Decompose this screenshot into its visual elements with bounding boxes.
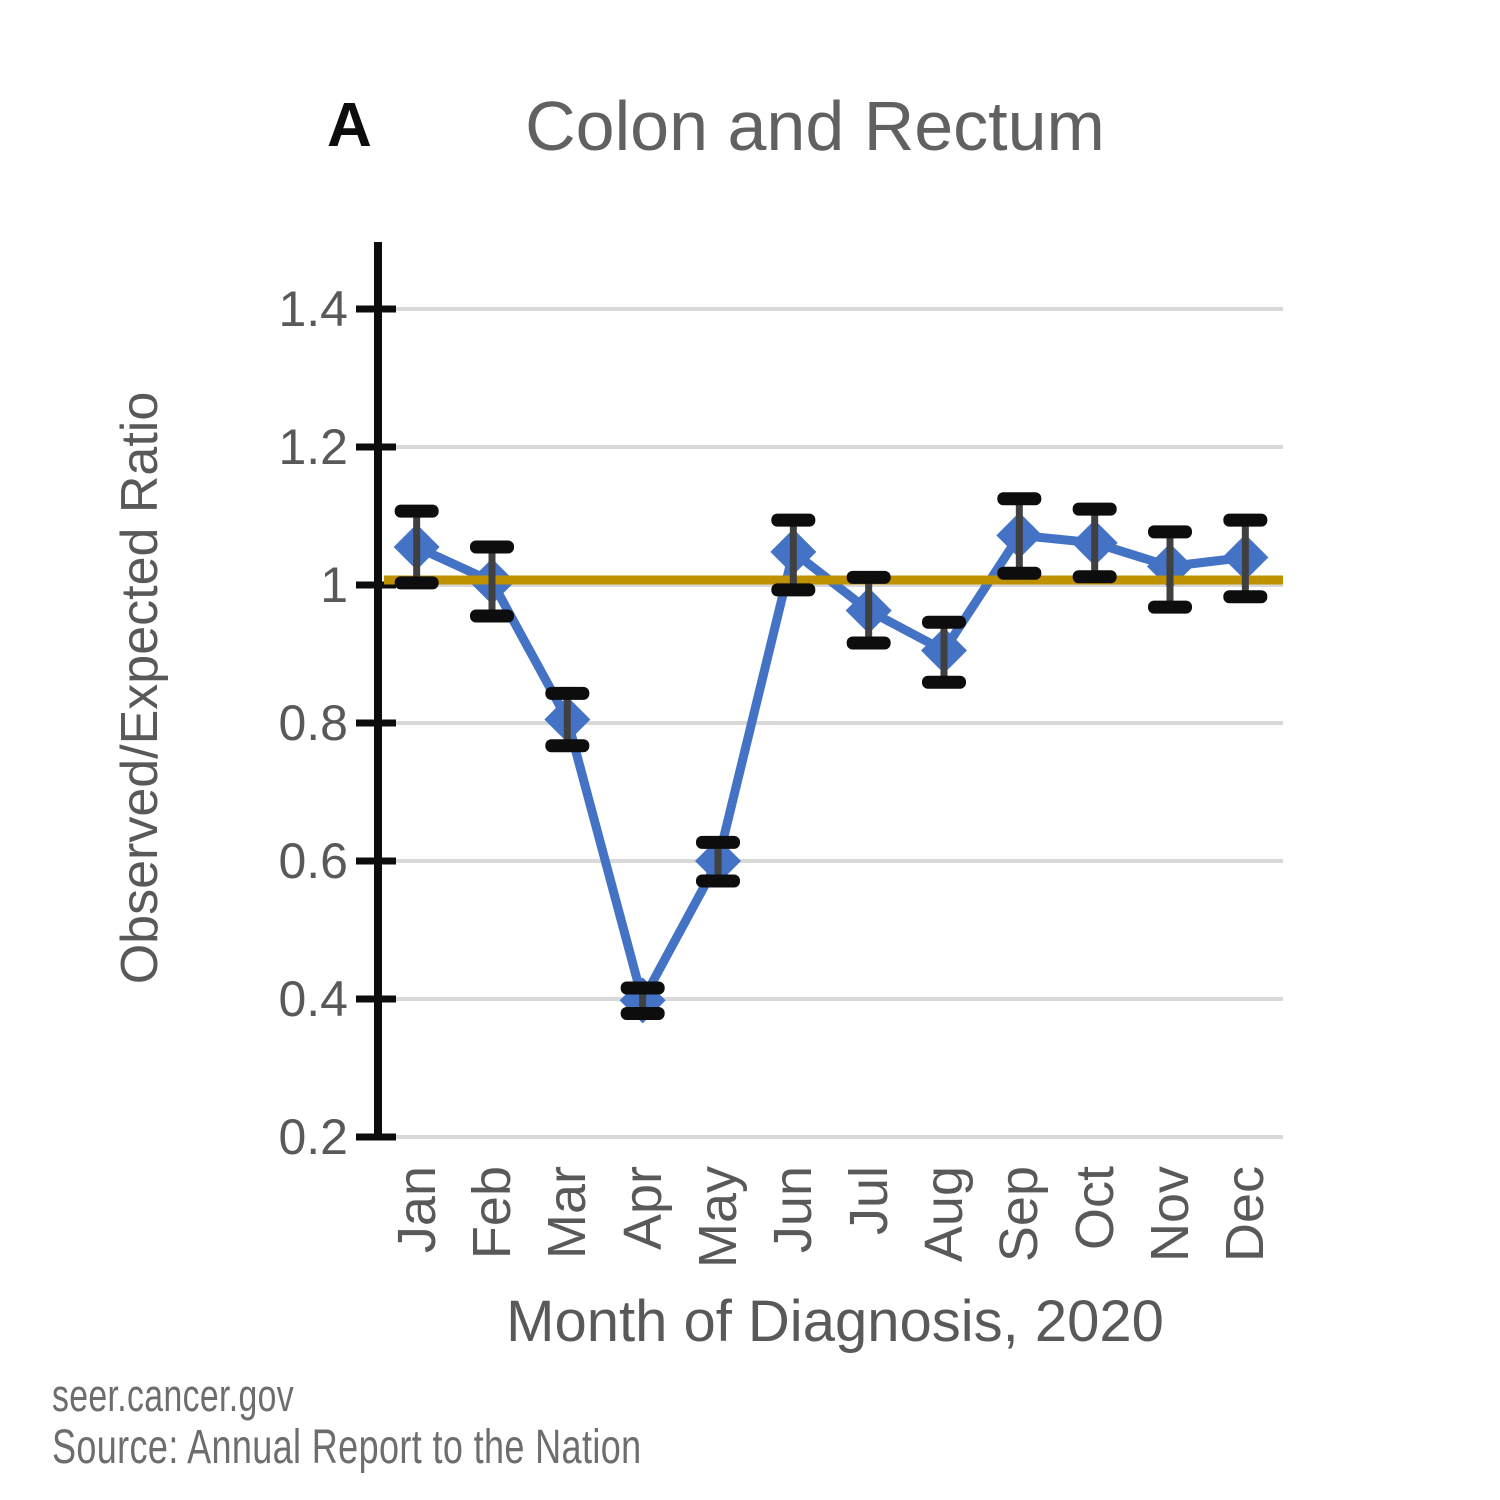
panel-label: A [327, 91, 372, 160]
error-bar-cap-top [846, 570, 891, 584]
y-tick-label: 0.4 [278, 971, 348, 1027]
error-bar-cap-bottom [620, 1006, 665, 1020]
error-bar-cap-bottom [470, 609, 514, 623]
series-line [414, 530, 1246, 1005]
y-tick-label: 0.6 [278, 833, 348, 889]
y-axis-line [374, 242, 382, 1140]
x-tick-label: Nov [1140, 1166, 1200, 1263]
y-tick-label: 1.4 [278, 281, 348, 337]
gridline [383, 445, 1283, 449]
x-tick-label: Oct [1064, 1166, 1125, 1251]
y-tick-label: 0.2 [278, 1109, 348, 1165]
error-bar-cap-bottom [696, 874, 740, 888]
error-bar-cap-bottom [997, 566, 1042, 580]
gridline [383, 721, 1283, 725]
error-bar-cap-top [922, 615, 966, 629]
error-bar-cap-bottom [922, 675, 966, 689]
error-bar-cap-top [545, 686, 590, 700]
error-bar-cap-bottom [394, 576, 439, 590]
x-tick-label: Dec [1215, 1166, 1276, 1263]
error-bar-cap-top [1148, 525, 1192, 539]
error-bar-cap-top [470, 540, 514, 554]
x-tick-label: Sep [989, 1166, 1050, 1263]
error-bar-cap-top [620, 981, 665, 995]
x-tick-label: Apr [612, 1166, 673, 1251]
x-tick-label: Aug [914, 1166, 974, 1263]
error-bar-cap-bottom [846, 636, 891, 650]
footer-source-text: Source: Annual Report to the Nation [52, 1421, 642, 1474]
x-tick-label: Mar [537, 1166, 598, 1259]
reference-line [384, 575, 1283, 585]
error-bar-cap-bottom [1148, 600, 1192, 614]
gridline [383, 307, 1283, 311]
y-tick-label: 1 [320, 557, 348, 613]
y-tick-label: 0.8 [278, 695, 348, 751]
x-tick-label: Jul [838, 1166, 899, 1236]
error-bar-cap-top [771, 513, 816, 527]
error-bar-cap-bottom [545, 739, 590, 753]
footer-site-text: seer.cancer.gov [52, 1370, 295, 1421]
gridline [383, 997, 1283, 1001]
error-bar-cap-top [1072, 502, 1117, 516]
error-bar-cap-top [696, 835, 740, 849]
gridline [383, 1135, 1283, 1139]
x-tick-label: Jun [763, 1166, 824, 1254]
error-bar-cap-bottom [1072, 570, 1117, 584]
x-tick-label: Feb [462, 1166, 522, 1260]
error-bar-cap-bottom [771, 583, 816, 597]
y-tick-label: 1.2 [278, 419, 348, 475]
gridline [383, 859, 1283, 863]
chart-title: Colon and Rectum [525, 87, 1105, 165]
y-axis-title: Observed/Expected Ratio [111, 391, 169, 985]
error-bar-cap-bottom [1223, 590, 1268, 604]
x-tick-label: Jan [386, 1166, 447, 1254]
x-tick-label: May [688, 1166, 748, 1269]
error-bar-cap-top [394, 504, 439, 518]
error-bar-cap-top [1223, 513, 1268, 527]
x-axis-title: Month of Diagnosis, 2020 [506, 1289, 1164, 1354]
error-bar-cap-top [997, 492, 1042, 506]
